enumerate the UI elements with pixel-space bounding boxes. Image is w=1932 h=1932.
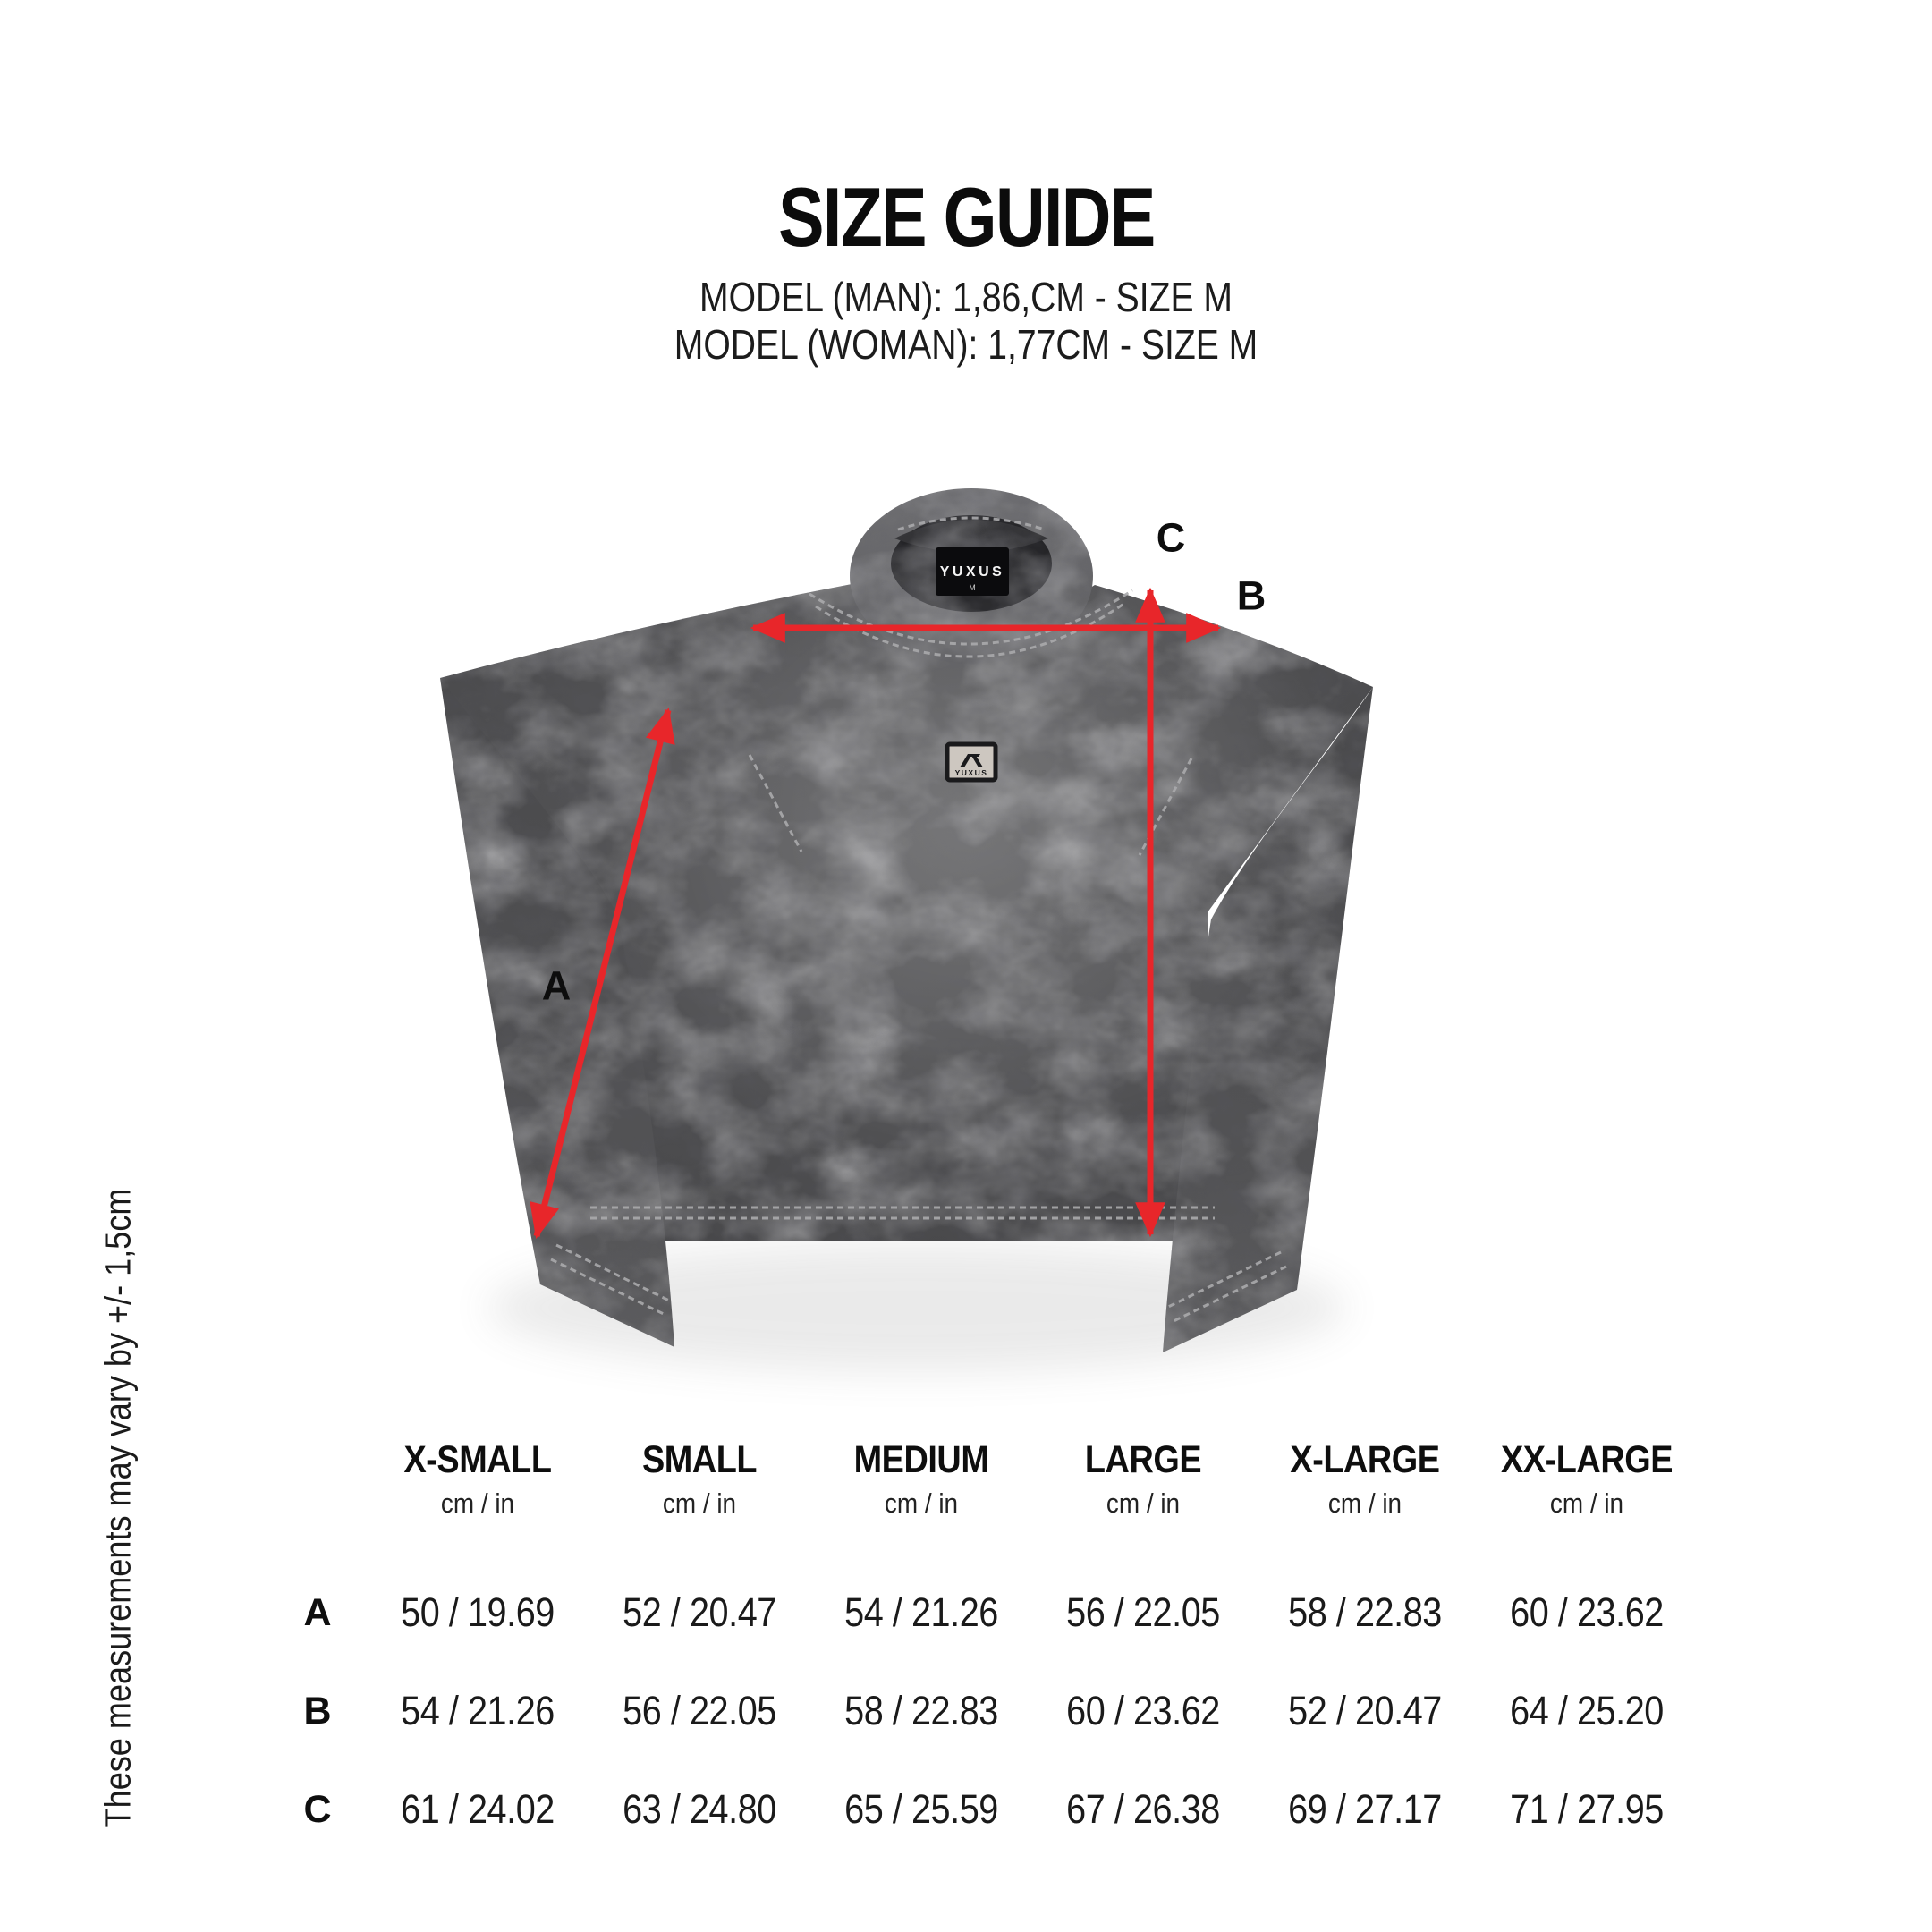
measurement-arrows <box>530 587 1222 1240</box>
row-label-a: A <box>303 1590 332 1634</box>
value-c-xlarge: 69 / 27.17 <box>1288 1786 1442 1832</box>
arrow-label-c: C <box>1156 514 1186 561</box>
col-header-small: SMALL <box>641 1437 758 1481</box>
value-a-xlarge: 58 / 22.83 <box>1288 1589 1442 1635</box>
table-row-b: B 54 / 21.26 56 / 22.05 58 / 22.83 60 / … <box>268 1662 1698 1760</box>
model-info: MODEL (MAN): 1,86,CM - SIZE M MODEL (WOM… <box>0 274 1932 369</box>
col-header-xsmall: X-SMALL <box>403 1437 552 1481</box>
row-label-b: B <box>303 1689 332 1733</box>
table-row-c: C 61 / 24.02 63 / 24.80 65 / 25.59 67 / … <box>268 1760 1698 1859</box>
neck-tag-brand: YUXUS <box>940 564 1005 580</box>
tolerance-note: These measurements may vary by +/- 1,5cm <box>97 1188 139 1828</box>
garment-shadow <box>487 1243 1346 1372</box>
table-row-a: A 50 / 19.69 52 / 20.47 54 / 21.26 56 / … <box>268 1563 1698 1662</box>
col-header-xxlarge: XX-LARGE <box>1500 1437 1674 1481</box>
value-c-xxlarge: 71 / 27.95 <box>1510 1786 1664 1832</box>
model-man-line: MODEL (MAN): 1,86,CM - SIZE M <box>699 274 1233 320</box>
value-b-small: 56 / 22.05 <box>623 1688 776 1733</box>
unit-label: cm / in <box>1327 1487 1402 1519</box>
value-b-large: 60 / 23.62 <box>1066 1688 1220 1733</box>
model-woman-line: MODEL (WOMAN): 1,77CM - SIZE M <box>674 321 1258 369</box>
unit-label: cm / in <box>884 1487 959 1519</box>
value-a-xxlarge: 60 / 23.62 <box>1510 1589 1664 1635</box>
arrow-label-a: A <box>541 962 572 1009</box>
unit-label: cm / in <box>662 1487 737 1519</box>
neck-tag: YUXUS M <box>936 547 1009 596</box>
chest-patch: YUXUS <box>945 741 998 783</box>
size-table: X-SMALL SMALL MEDIUM LARGE X-LARGE XX-LA… <box>268 1436 1698 1859</box>
value-b-xxlarge: 64 / 25.20 <box>1510 1688 1664 1733</box>
arrow-a <box>530 707 675 1240</box>
brand-x-icon <box>960 754 983 767</box>
col-header-large: LARGE <box>1084 1437 1202 1481</box>
value-c-small: 63 / 24.80 <box>623 1786 776 1832</box>
arrow-label-b: B <box>1236 572 1267 619</box>
col-header-medium: MEDIUM <box>853 1437 989 1481</box>
value-c-large: 67 / 26.38 <box>1066 1786 1220 1832</box>
neck-tag-size: M <box>969 583 976 592</box>
value-c-medium: 65 / 25.59 <box>844 1786 998 1832</box>
unit-label: cm / in <box>1106 1487 1181 1519</box>
unit-label: cm / in <box>440 1487 515 1519</box>
value-a-large: 56 / 22.05 <box>1066 1589 1220 1635</box>
value-b-xlarge: 52 / 20.47 <box>1288 1688 1442 1733</box>
value-b-xsmall: 54 / 21.26 <box>401 1688 555 1733</box>
size-table-unit-row: cm / in cm / in cm / in cm / in cm / in … <box>268 1483 1698 1524</box>
header: SIZE GUIDE MODEL (MAN): 1,86,CM - SIZE M… <box>0 175 1932 369</box>
value-a-medium: 54 / 21.26 <box>844 1589 998 1635</box>
col-header-xlarge: X-LARGE <box>1290 1437 1440 1481</box>
chest-patch-brand: YUXUS <box>955 768 988 777</box>
unit-label: cm / in <box>1549 1487 1624 1519</box>
value-c-xsmall: 61 / 24.02 <box>401 1786 555 1832</box>
row-label-c: C <box>303 1787 332 1831</box>
value-b-medium: 58 / 22.83 <box>844 1688 998 1733</box>
value-a-small: 52 / 20.47 <box>623 1589 776 1635</box>
size-table-header-row: X-SMALL SMALL MEDIUM LARGE X-LARGE XX-LA… <box>268 1436 1698 1483</box>
page-title: SIZE GUIDE <box>777 170 1156 264</box>
value-a-xsmall: 50 / 19.69 <box>401 1589 555 1635</box>
